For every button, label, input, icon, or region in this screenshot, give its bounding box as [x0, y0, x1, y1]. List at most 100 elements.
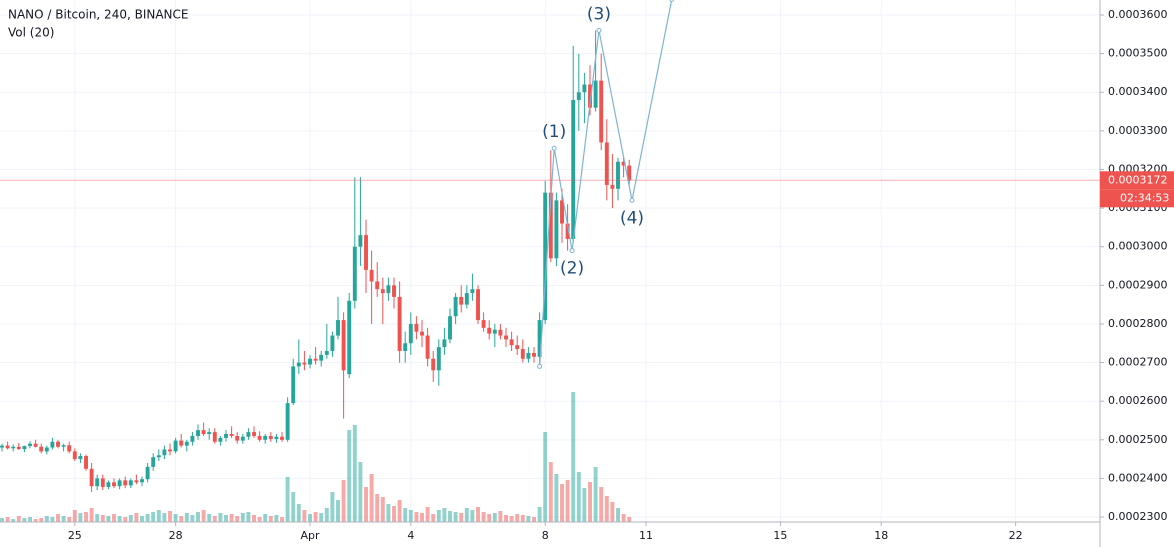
volume-bar	[201, 510, 206, 522]
volume-bar	[588, 482, 592, 522]
volume-bar	[565, 480, 570, 522]
candle-body	[16, 446, 21, 450]
candle-body	[352, 246, 357, 301]
x-tick-label: 4	[407, 529, 414, 542]
candle-body	[50, 441, 55, 448]
candle-body	[140, 479, 144, 483]
volume-title: Vol (20)	[8, 26, 54, 40]
x-tick-label: 28	[169, 529, 183, 542]
candle-body	[532, 352, 536, 357]
volume-bar	[448, 511, 452, 522]
volume-bar	[358, 462, 363, 522]
candle-body	[235, 435, 240, 441]
last-price-label: 0.0003172	[1108, 173, 1168, 186]
volume-bar	[313, 512, 318, 522]
volume-bar	[627, 517, 632, 522]
candle-body	[565, 223, 570, 239]
candle-body	[386, 285, 391, 294]
volume-bar	[229, 514, 234, 522]
volume-bar	[352, 425, 357, 522]
volume-bar	[240, 513, 245, 522]
volume-bar	[487, 514, 492, 522]
volume-bar	[341, 480, 346, 522]
candle-body	[0, 445, 4, 448]
candle-body	[162, 449, 167, 456]
volume-bar	[173, 514, 178, 522]
candle-body	[117, 480, 122, 487]
candle-body	[453, 296, 458, 317]
y-tick-label: 0.0003000	[1108, 240, 1168, 253]
volume-bar	[61, 516, 66, 522]
candle-body	[28, 443, 32, 446]
candle-body	[128, 480, 133, 486]
candle-body	[156, 455, 161, 458]
x-tick-label: 18	[874, 529, 888, 542]
volume-bar	[392, 506, 396, 522]
volume-bar	[33, 519, 38, 522]
candle-body	[33, 443, 38, 447]
candle-body	[229, 434, 234, 436]
candle-body	[319, 354, 324, 361]
volume-bar	[252, 515, 256, 522]
wave-point	[669, 0, 675, 3]
volume-bar	[145, 514, 150, 522]
volume-bar	[285, 477, 290, 522]
volume-bar	[308, 514, 312, 522]
candle-body	[257, 435, 262, 440]
candle-body	[576, 92, 581, 100]
volume-bar	[100, 515, 105, 522]
wave-point	[551, 145, 557, 151]
candle-body	[336, 320, 340, 336]
volume-bar	[492, 513, 497, 522]
volume-bar	[431, 514, 436, 522]
volume-bar	[190, 515, 195, 522]
volume-bar	[263, 514, 268, 522]
y-tick-label: 0.0002500	[1108, 433, 1168, 446]
candle-body	[268, 435, 273, 440]
candle-body	[22, 445, 27, 450]
candle-body	[358, 235, 363, 247]
y-tick-label: 0.0002300	[1108, 510, 1168, 523]
volume-bar	[532, 517, 536, 522]
candle-body	[106, 482, 111, 487]
candle-body	[330, 335, 335, 351]
candle-body	[5, 445, 10, 449]
volume-bar	[44, 516, 49, 522]
candle-body	[274, 436, 279, 440]
y-tick-label: 0.0002600	[1108, 394, 1168, 407]
volume-bar	[296, 504, 301, 522]
candle-body	[425, 335, 430, 359]
volume-bar	[571, 392, 576, 522]
candle-body	[168, 449, 172, 452]
volume-bar	[72, 510, 77, 522]
volume-bar	[576, 472, 581, 522]
candle-body	[201, 430, 206, 435]
volume-bar	[459, 513, 464, 522]
volume-bar	[5, 517, 10, 522]
candle-body	[89, 468, 94, 487]
candle-body	[302, 362, 307, 365]
wave-label: (2)	[560, 259, 584, 279]
volume-bar	[436, 510, 441, 522]
y-tick-label: 0.0003400	[1108, 85, 1168, 98]
volume-bar	[268, 516, 273, 522]
candle-body	[397, 296, 402, 351]
volume-bar	[537, 507, 542, 522]
chart-title: NANO / Bitcoin, 240, BINANCE	[8, 8, 189, 22]
candle-body	[246, 432, 251, 437]
y-tick-label: 0.0003300	[1108, 124, 1168, 137]
x-tick-label: 25	[68, 529, 82, 542]
wave-line	[539, 0, 673, 367]
volume-bar	[481, 512, 486, 522]
y-tick-label: 0.0002700	[1108, 356, 1168, 369]
candle-body	[392, 285, 396, 297]
volume-bar	[28, 517, 32, 522]
candle-body	[543, 192, 548, 321]
candle-body	[173, 440, 178, 452]
countdown-label: 02:34:53	[1120, 191, 1169, 204]
volume-bar	[414, 512, 419, 522]
volume-bar	[520, 515, 525, 522]
volume-bar	[442, 508, 447, 522]
candle-body	[84, 456, 88, 469]
